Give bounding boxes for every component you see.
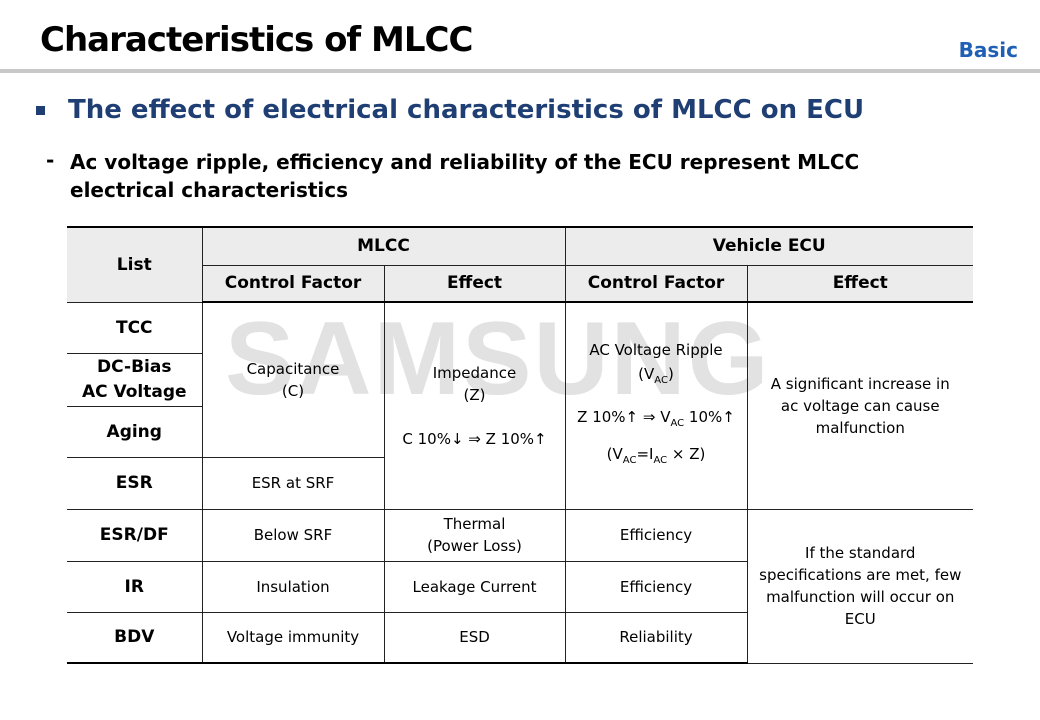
header-cell: MLCC	[201, 226, 566, 266]
header-cell: Vehicle ECU	[564, 226, 973, 266]
header-cell: List	[67, 226, 203, 303]
text: (V	[638, 365, 655, 384]
cell: Efficiency	[564, 560, 747, 613]
slide-tag: Basic	[958, 38, 1018, 62]
cell: Efficiency	[564, 508, 748, 562]
text: ESR	[115, 473, 153, 493]
cell: Below SRF	[201, 508, 385, 562]
text: (Z)	[463, 385, 486, 404]
text: AC Voltage	[81, 381, 187, 402]
text: Leakage Current	[412, 577, 537, 596]
text: ESR/DF	[99, 525, 169, 545]
text: 10%↑	[684, 408, 735, 427]
row-label: ESR/DF	[67, 508, 203, 562]
row-label: ESR	[67, 456, 203, 510]
text: Capacitance	[246, 359, 340, 378]
text: =I	[636, 445, 654, 464]
row: ESR/DF Below SRF Thermal (Power Loss) Eff…	[67, 508, 973, 664]
cell: A significant increase in ac voltage can…	[746, 301, 973, 510]
bullet-marker	[36, 106, 45, 115]
text: )	[667, 365, 674, 384]
cell: Thermal (Power Loss)	[383, 508, 566, 562]
subscript: AC	[670, 418, 685, 430]
row-label: Aging	[67, 405, 202, 458]
cell: Capacitance (C)	[201, 301, 385, 458]
text: A significant increase in ac voltage can…	[770, 374, 950, 437]
row: DC-Bias AC Voltage	[67, 352, 973, 407]
row-label: TCC	[67, 301, 203, 354]
cell: Voltage immunity	[201, 611, 385, 664]
cell: If the standard specifications are met, …	[746, 508, 973, 664]
text: × Z)	[667, 445, 706, 464]
text: Impedance	[432, 363, 517, 382]
text: IR	[124, 576, 144, 597]
text: Aging	[106, 421, 162, 442]
text: (Power Loss)	[427, 537, 522, 555]
cell: Leakage Current	[383, 560, 566, 613]
row-label: DC-Bias AC Voltage	[67, 352, 202, 407]
header-row: List MLCC Vehicle ECU	[67, 226, 973, 303]
header-cell: Effect	[746, 264, 973, 303]
text: (V	[606, 445, 623, 464]
text: (C)	[281, 381, 305, 400]
row: ESR ESR at SRF	[67, 456, 973, 510]
row-label: IR	[67, 560, 203, 613]
text: AC Voltage Ripple	[589, 341, 723, 360]
subscript: AC	[653, 455, 668, 467]
text: Z 10%↑ ⇒ V	[577, 408, 671, 427]
sub-bullet: Ac voltage ripple, efficiency and reliab…	[70, 150, 860, 202]
subscript: AC	[654, 375, 668, 387]
cell: Insulation	[201, 560, 385, 613]
dash-marker: -	[46, 148, 55, 172]
row-label: BDV	[67, 611, 203, 664]
header-row: Control Factor Effect Control Factor Eff…	[67, 264, 973, 303]
header-rule	[0, 69, 1040, 73]
text: If the standard specifications are met, …	[759, 544, 962, 628]
text: DC-Bias	[97, 356, 172, 377]
cell: ESD	[383, 611, 566, 664]
header-cell: Control Factor	[202, 264, 385, 303]
bullet: The effect of electrical characteristics…	[68, 95, 865, 125]
cell: ESR at SRF	[201, 456, 384, 510]
subscript: AC	[622, 455, 637, 467]
row: BDV Voltage immunity ESD Reliability	[67, 611, 973, 664]
text: C 10%↓ ⇒ Z 10%↑	[402, 429, 547, 448]
slide-title: Characteristics of MLCC	[40, 20, 473, 60]
cell: AC Voltage Ripple (VAC) Z 10%↑ ⇒ VAC 10%↑(…	[564, 301, 748, 510]
cell: Impedance (Z) C 10%↓ ⇒ Z 10%↑	[383, 301, 566, 510]
row: TCC Capacitance (C) Impedance (Z) C 10%↓ ⇒ …	[67, 301, 973, 510]
cell: Reliability	[564, 611, 747, 664]
row: IR Insulation Leakage Current Efficiency	[67, 560, 973, 613]
text: ESD	[459, 628, 490, 647]
text: Thermal	[443, 515, 506, 533]
text: BDV	[114, 627, 155, 648]
header-cell: Effect	[383, 264, 566, 303]
header-cell: Control Factor	[564, 264, 748, 303]
text: TCC	[115, 317, 153, 338]
table: List MLCC Vehicle ECU Control Factor Eff…	[67, 226, 973, 664]
row: Aging	[67, 405, 973, 458]
